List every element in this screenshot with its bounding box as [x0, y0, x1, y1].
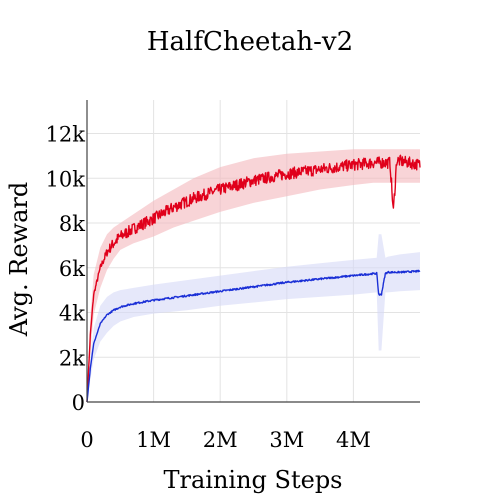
y-tick-label: 2k [59, 346, 85, 370]
grid-lines [87, 100, 420, 402]
x-tick-label: 1M [136, 428, 171, 452]
chart-title: HalfCheetah-v2 [147, 27, 353, 57]
series-band [87, 149, 420, 402]
y-tick-label: 4k [59, 302, 85, 326]
x-tick-label: 3M [269, 428, 304, 452]
y-tick-label: 12k [46, 123, 86, 147]
x-axis-label: Training Steps [163, 466, 342, 494]
y-axis-label: Avg. Reward [5, 182, 33, 338]
y-tick-labels: 0 2k 4k 6k 8k 10k 12k [46, 123, 86, 415]
y-tick-label: 0 [72, 391, 85, 415]
y-tick-label: 8k [59, 212, 85, 236]
series-band [87, 234, 420, 402]
y-tick-label: 6k [59, 257, 85, 281]
x-tick-label: 4M [336, 428, 371, 452]
x-tick-label: 2M [203, 428, 238, 452]
series-lines [86, 154, 421, 403]
x-tick-labels: 0 1M 2M 3M 4M [80, 428, 371, 452]
series-line [86, 154, 421, 403]
confidence-bands [87, 149, 420, 402]
y-tick-label: 10k [46, 167, 86, 191]
series-line [86, 269, 421, 403]
x-tick-label: 0 [80, 428, 93, 452]
